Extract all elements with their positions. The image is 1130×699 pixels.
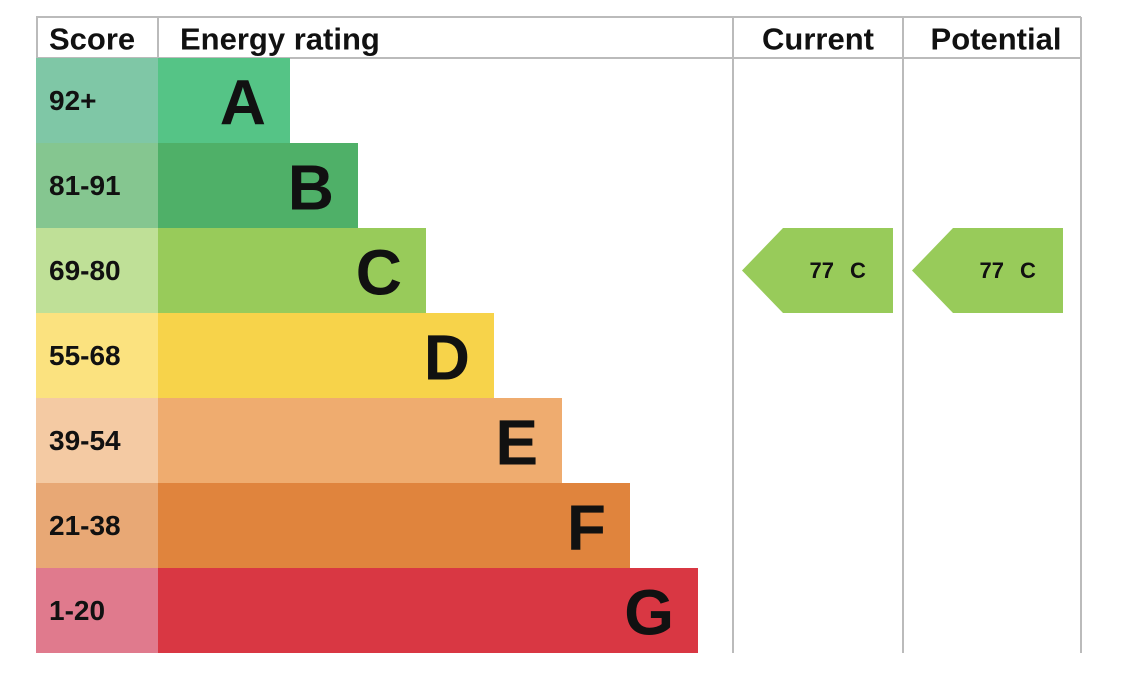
rating-letter: F [567, 492, 606, 564]
score-label: 81-91 [49, 170, 121, 201]
rating-letter: B [288, 152, 334, 224]
rating-bar [158, 228, 426, 313]
score-label: 55-68 [49, 340, 121, 371]
rating-bar [158, 58, 290, 143]
score-label: 69-80 [49, 255, 121, 286]
score-cell [36, 483, 158, 568]
score-cell [36, 58, 158, 143]
score-label: 92+ [49, 85, 97, 116]
header: Energy rating [180, 22, 380, 57]
rating-bar [158, 313, 494, 398]
header: Potential [931, 22, 1062, 57]
rating-bar [158, 483, 630, 568]
rating-letter: A [220, 67, 266, 139]
header: Score [49, 22, 135, 57]
score-cell [36, 313, 158, 398]
rating-letter: G [624, 577, 674, 649]
score-label: 1-20 [49, 595, 105, 626]
score-cell [36, 398, 158, 483]
arrow-rating: C [850, 258, 866, 283]
arrow-rating: C [1020, 258, 1036, 283]
score-cell [36, 228, 158, 313]
rating-letter: C [356, 237, 402, 309]
rating-arrow [912, 228, 1063, 313]
score-cell [36, 143, 158, 228]
rating-letter: D [424, 322, 470, 394]
rating-arrow [742, 228, 893, 313]
rating-bar [158, 143, 358, 228]
rating-bar [158, 398, 562, 483]
rating-bar [158, 568, 698, 653]
arrow-score: 77 [980, 258, 1004, 283]
score-label: 21-38 [49, 510, 121, 541]
arrow-score: 77 [810, 258, 834, 283]
score-label: 39-54 [49, 425, 121, 456]
score-cell [36, 568, 158, 653]
header: Current [762, 22, 874, 57]
rating-letter: E [495, 407, 538, 479]
